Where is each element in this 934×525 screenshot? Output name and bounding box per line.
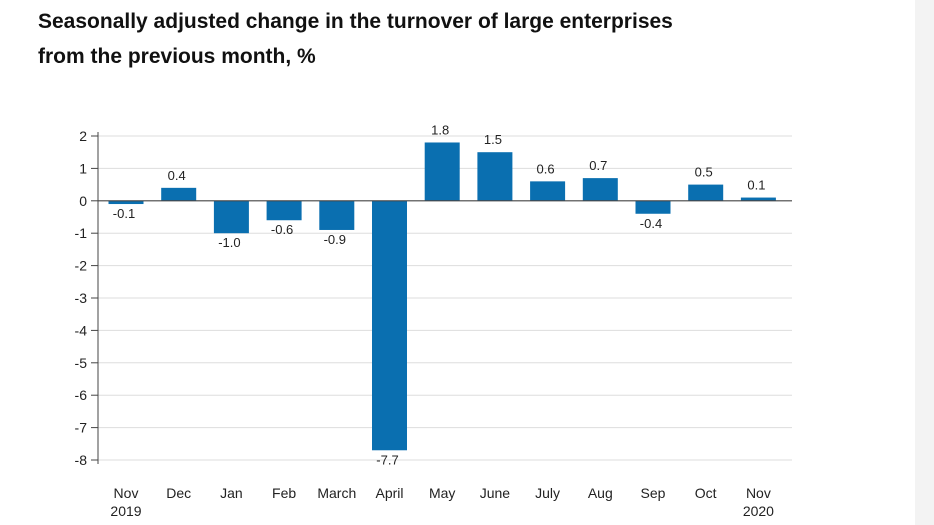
bar — [266, 200, 302, 221]
gridlines — [98, 135, 792, 461]
y-axis: 2 1 0 -1 -2 -3 -4 -5 -6 -7 -8 — [75, 128, 99, 468]
bars — [108, 142, 776, 451]
bar — [477, 152, 513, 201]
data-label: -0.4 — [640, 216, 662, 231]
bar — [213, 200, 249, 234]
y-tick-label: -1 — [75, 225, 88, 241]
bar — [582, 178, 618, 201]
x-tick-label: Jan — [220, 485, 243, 501]
data-label: -7.7 — [376, 452, 398, 467]
x-tick-sublabel: 2019 — [110, 503, 141, 519]
x-tick-label: June — [480, 485, 511, 501]
bar — [319, 200, 355, 230]
x-tick-label: July — [535, 485, 560, 501]
bar — [740, 197, 776, 201]
x-tick-label: Aug — [588, 485, 613, 501]
data-label: -1.0 — [218, 235, 240, 250]
bar — [688, 184, 724, 201]
data-label: 0.5 — [695, 165, 713, 180]
bar — [635, 200, 671, 214]
x-tick-label: Dec — [166, 485, 191, 501]
y-tick-label: 0 — [79, 193, 87, 209]
x-tick-label: May — [429, 485, 455, 501]
x-tick-sublabel: 2020 — [743, 503, 774, 519]
data-label: 0.6 — [537, 161, 555, 176]
x-tick-label: Nov — [114, 485, 139, 501]
scroll-gutter — [915, 0, 934, 525]
data-label: -0.6 — [271, 222, 293, 237]
y-tick-label: -6 — [75, 387, 88, 403]
bar — [530, 181, 566, 201]
y-tick-label: -5 — [75, 355, 88, 371]
data-label: 1.8 — [431, 122, 449, 137]
y-tick-label: -4 — [75, 322, 88, 338]
bar — [108, 200, 144, 205]
chart-title-line-1: Seasonally adjusted change in the turnov… — [38, 10, 673, 33]
bar — [424, 142, 460, 201]
x-tick-label: Sep — [641, 485, 666, 501]
data-label: -0.9 — [324, 232, 346, 247]
bar — [161, 187, 197, 201]
data-label: 0.4 — [168, 168, 186, 183]
x-axis: Nov 2019 Dec Jan Feb March April May June July Aug… — [110, 485, 774, 519]
x-tick-label: Nov — [746, 485, 771, 501]
chart-title: Seasonally adjusted change in the turnov… — [38, 4, 858, 74]
data-label: 0.1 — [747, 178, 765, 193]
y-tick-label: 1 — [79, 160, 87, 176]
data-label: 1.5 — [484, 132, 502, 147]
y-tick-label: -8 — [75, 452, 88, 468]
bar — [372, 200, 407, 451]
data-label: 0.7 — [589, 158, 607, 173]
x-tick-label: Feb — [272, 485, 296, 501]
x-tick-label: April — [375, 485, 403, 501]
x-tick-label: Oct — [695, 485, 717, 501]
y-tick-label: -7 — [75, 420, 88, 436]
chart-title-line-2: from the previous month, % — [38, 45, 316, 68]
x-tick-label: March — [317, 485, 356, 501]
y-tick-label: -2 — [75, 258, 88, 274]
data-labels: -0.1 0.4 -1.0 -0.6 -0.9 -7.7 1.8 1.5 0.6 0.7 -0.4 0… — [113, 122, 766, 467]
y-tick-label: -3 — [75, 290, 88, 306]
y-tick-label: 2 — [79, 128, 87, 144]
data-label: -0.1 — [113, 206, 135, 221]
